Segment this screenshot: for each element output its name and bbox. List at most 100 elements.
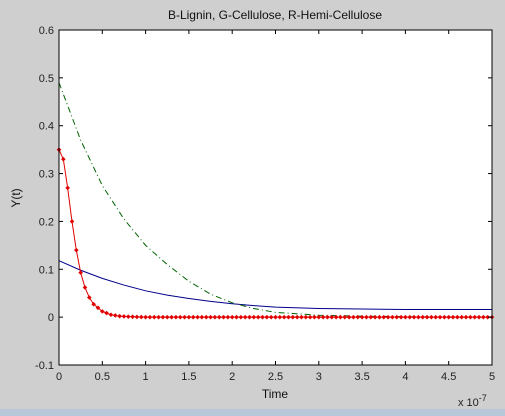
y-tick-label: 0.2 [39,216,54,228]
series-marker-hemicellulose [203,314,209,320]
series-marker-hemicellulose [221,314,226,320]
series-marker-hemicellulose [78,270,83,275]
series-marker-hemicellulose [87,295,92,300]
series-marker-hemicellulose [147,314,153,320]
x-tick-label: 1 [143,371,149,383]
series-marker-hemicellulose [403,314,408,320]
series-marker-hemicellulose [355,314,361,320]
series-marker-hemicellulose [416,314,421,320]
series-marker-hemicellulose [346,314,352,320]
series-marker-hemicellulose [264,314,270,320]
series-marker-hemicellulose [377,314,382,320]
series-marker-hemicellulose [247,314,252,320]
series-marker-hemicellulose [277,314,283,320]
series-marker-hemicellulose [468,314,473,320]
series-marker-hemicellulose [342,314,348,320]
series-marker-hemicellulose [121,314,127,319]
series-marker-hemicellulose [320,314,326,320]
series-marker-hemicellulose [368,314,374,320]
series-marker-hemicellulose [351,314,356,320]
x-tick-label: 2 [229,371,235,383]
series-marker-hemicellulose [225,314,231,320]
series-marker-hemicellulose [437,314,443,320]
x-tick-label: 3 [316,371,322,383]
series-marker-hemicellulose [446,314,451,320]
series-marker-hemicellulose [307,314,313,320]
series-marker-hemicellulose [381,314,387,320]
x-tick-label: 4.5 [441,371,456,383]
series-marker-hemicellulose [108,312,114,318]
series-marker-hemicellulose [424,314,430,320]
series-marker-hemicellulose [411,314,417,320]
series-marker-hemicellulose [100,309,105,314]
series-marker-hemicellulose [65,185,70,191]
series-marker-hemicellulose [450,314,456,320]
series-marker-hemicellulose [134,314,140,320]
series-marker-hemicellulose [286,314,291,320]
chart-title: B-Lignin, G-Cellulose, R-Hemi-Cellulose [168,8,382,22]
series-marker-hemicellulose [359,314,365,320]
x-axis-label: Time [262,387,289,401]
series-marker-hemicellulose [242,314,248,320]
series-marker-hemicellulose [459,314,464,320]
series-marker-hemicellulose [82,285,88,290]
series-marker-hemicellulose [186,314,192,320]
x-exponent-power: -7 [479,393,487,403]
series-marker-hemicellulose [472,314,477,320]
series-marker-hemicellulose [333,314,339,320]
series-marker-hemicellulose [294,314,300,320]
series-marker-hemicellulose [156,314,161,320]
series-marker-hemicellulose [372,314,378,320]
y-axis-label: Y(t) [9,188,23,207]
series-marker-hemicellulose [91,301,96,307]
y-tick-label: -0.1 [35,360,54,372]
series-marker-hemicellulose [299,314,304,320]
series-marker-hemicellulose [216,314,222,320]
series-marker-hemicellulose [173,314,179,320]
x-tick-label: 3.5 [354,371,369,383]
series-marker-hemicellulose [69,219,75,224]
y-tick-label: 0.6 [39,25,54,37]
series-marker-hemicellulose [117,313,122,319]
series-marker-hemicellulose [316,314,322,320]
y-tick-label: 0.4 [39,121,54,133]
x-tick-label: 1.5 [181,371,196,383]
series-marker-hemicellulose [143,314,148,320]
series-marker-hemicellulose [160,314,166,320]
y-tick-label: 0.1 [39,264,54,276]
series-marker-hemicellulose [195,314,200,320]
series-marker-hemicellulose [212,314,218,320]
series-marker-hemicellulose [338,314,343,320]
series-marker-hemicellulose [104,310,109,316]
series-marker-hemicellulose [407,314,413,320]
x-axis-ticks: 0 0.5 1 1.5 2 2.5 3 3.5 4 4.5 5 [56,30,495,383]
series-marker-hemicellulose [429,314,434,320]
series-marker-hemicellulose [364,314,369,320]
series-marker-hemicellulose [455,314,460,320]
series-marker-hemicellulose [442,314,447,320]
series-marker-hemicellulose [303,314,309,320]
series-marker-hemicellulose [390,314,395,320]
series-marker-hemicellulose [281,314,287,320]
series-marker-hemicellulose [463,314,469,320]
series-marker-hemicellulose [125,314,131,319]
series-marker-hemicellulose [61,156,66,162]
x-exponent-label: x 10-7 [458,393,487,409]
series-marker-hemicellulose [169,314,174,320]
series-marker-hemicellulose [312,314,317,320]
series-marker-hemicellulose [268,314,274,320]
series-marker-hemicellulose [476,314,482,320]
series-marker-hemicellulose [485,314,490,320]
series-marker-hemicellulose [112,313,118,318]
window-bottom-strip [0,409,505,416]
series-marker-hemicellulose [394,314,400,320]
series-marker-hemicellulose [151,314,157,320]
series-marker-hemicellulose [385,314,391,320]
series-line-lignin [58,260,492,310]
x-tick-label: 0.5 [95,371,110,383]
series-marker-hemicellulose [329,314,335,320]
x-tick-label: 2.5 [268,371,283,383]
series-marker-hemicellulose [290,314,296,320]
